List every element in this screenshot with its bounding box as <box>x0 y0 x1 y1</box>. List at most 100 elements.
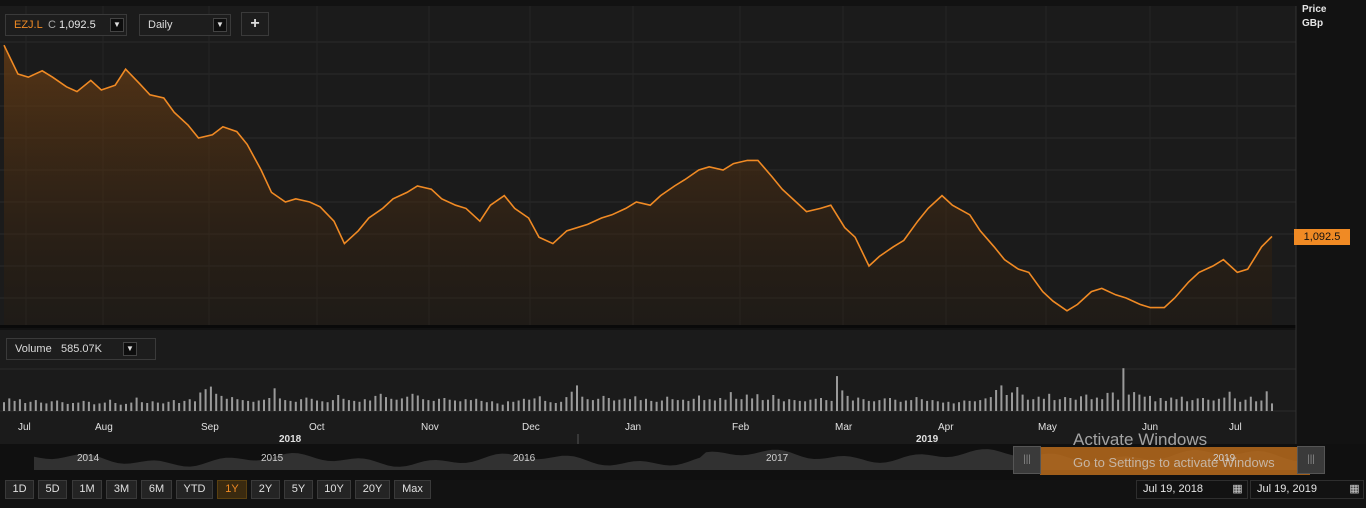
symbol-label: EZJ.L <box>14 19 43 31</box>
volume-bar <box>1186 401 1189 411</box>
navigator-right-handle[interactable]: ||| <box>1297 446 1325 474</box>
volume-bar <box>1111 392 1114 411</box>
calendar-icon[interactable]: ▦ <box>1349 483 1360 495</box>
volume-bar <box>878 400 881 411</box>
volume-bar <box>109 399 112 411</box>
chevron-down-icon[interactable]: ▼ <box>213 18 227 32</box>
volume-bar <box>1101 399 1104 411</box>
volume-bar <box>1239 401 1242 411</box>
volume-bar <box>862 399 865 411</box>
range-button-max[interactable]: Max <box>394 480 431 499</box>
volume-bar <box>814 398 817 411</box>
range-button-1y[interactable]: 1Y <box>217 480 247 499</box>
volume-bar <box>931 400 934 411</box>
volume-bar <box>241 400 244 411</box>
navigator-year-label: 2017 <box>766 453 789 464</box>
range-button-20y[interactable]: 20Y <box>355 480 390 499</box>
volume-bar <box>512 401 515 411</box>
volume-bar <box>300 399 303 411</box>
volume-bar <box>565 397 568 411</box>
volume-bar <box>231 397 234 411</box>
volume-bar <box>528 399 531 411</box>
add-indicator-button[interactable]: + <box>241 12 269 36</box>
volume-bar <box>485 402 488 411</box>
volume-bar <box>209 386 212 411</box>
volume-bar <box>72 403 74 411</box>
volume-bar <box>1005 395 1008 411</box>
volume-bar <box>851 400 854 411</box>
volume-value: 585.07K <box>61 343 102 355</box>
volume-bar <box>326 402 329 411</box>
volume-bar <box>666 396 669 411</box>
interval-selector[interactable]: Daily ▼ <box>139 14 231 36</box>
volume-bar <box>496 403 499 411</box>
volume-bar <box>989 397 992 411</box>
volume-bar <box>645 398 647 411</box>
chevron-down-icon[interactable]: ▼ <box>123 342 137 356</box>
range-button-5d[interactable]: 5D <box>38 480 67 499</box>
navigator-left-handle[interactable]: ||| <box>1013 446 1041 474</box>
volume-bar <box>904 400 907 411</box>
volume-bar <box>1159 398 1162 411</box>
volume-bar <box>1196 398 1199 411</box>
volume-bar <box>77 402 80 411</box>
volume-bar <box>406 396 409 411</box>
range-button-2y[interactable]: 2Y <box>251 480 280 499</box>
volume-bar <box>257 400 260 411</box>
volume-bar <box>374 395 377 411</box>
volume-bar <box>1117 399 1120 411</box>
range-button-1m[interactable]: 1M <box>72 480 102 499</box>
volume-bar <box>947 401 950 411</box>
activate-windows-subtitle: Go to Settings to activate Windows <box>1073 455 1275 470</box>
range-button-5y[interactable]: 5Y <box>284 480 313 499</box>
volume-selector[interactable]: Volume 585.07K ▼ <box>6 338 156 360</box>
volume-bar <box>724 399 727 411</box>
volume-bar <box>629 399 631 411</box>
volume-bar <box>87 401 90 411</box>
navigator-year-label: 2015 <box>261 453 284 464</box>
volume-bar <box>379 393 382 411</box>
start-date-field[interactable]: Jul 19, 2018 <box>1136 480 1248 499</box>
volume-bar <box>1021 394 1024 411</box>
volume-bar <box>1090 399 1093 411</box>
volume-bar <box>1212 400 1215 411</box>
volume-bar <box>1255 401 1258 411</box>
volume-bar <box>586 399 589 411</box>
volume-bar <box>321 401 324 411</box>
end-date-field[interactable]: Jul 19, 2019 <box>1250 480 1364 499</box>
volume-bar <box>1074 399 1077 411</box>
volume-bar <box>1223 397 1226 411</box>
month-tick-label: Aug <box>95 422 113 433</box>
volume-bar <box>45 403 48 411</box>
volume-bar <box>507 401 509 411</box>
volume-bar <box>1191 400 1194 411</box>
range-button-1d[interactable]: 1D <box>5 480 34 499</box>
volume-bar <box>337 395 340 411</box>
volume-bar <box>464 399 467 411</box>
volume-bar <box>1228 391 1231 411</box>
range-button-ytd[interactable]: YTD <box>176 480 213 499</box>
volume-bar <box>830 400 833 411</box>
volume-bar <box>278 398 281 411</box>
volume-bar <box>316 400 318 411</box>
interval-label: Daily <box>148 19 173 31</box>
volume-bar <box>1271 403 1273 411</box>
volume-bar <box>1175 399 1178 411</box>
volume-bar <box>570 391 573 411</box>
volume-bar <box>676 400 679 411</box>
volume-bar <box>729 392 732 411</box>
volume-bar <box>1026 399 1029 411</box>
chevron-down-icon[interactable]: ▼ <box>110 18 124 32</box>
volume-bar <box>347 400 350 411</box>
symbol-selector[interactable]: EZJ.L C 1,092.5 ▼ <box>5 14 127 36</box>
volume-bar <box>310 398 313 411</box>
range-button-6m[interactable]: 6M <box>141 480 172 499</box>
month-tick-label: Oct <box>309 422 325 433</box>
range-button-10y[interactable]: 10Y <box>317 480 351 499</box>
range-button-3m[interactable]: 3M <box>106 480 137 499</box>
volume-bar <box>708 399 711 411</box>
volume-bar <box>119 404 122 411</box>
volume-bar <box>172 400 175 411</box>
calendar-icon[interactable]: ▦ <box>1232 483 1243 495</box>
volume-bar <box>34 400 37 411</box>
